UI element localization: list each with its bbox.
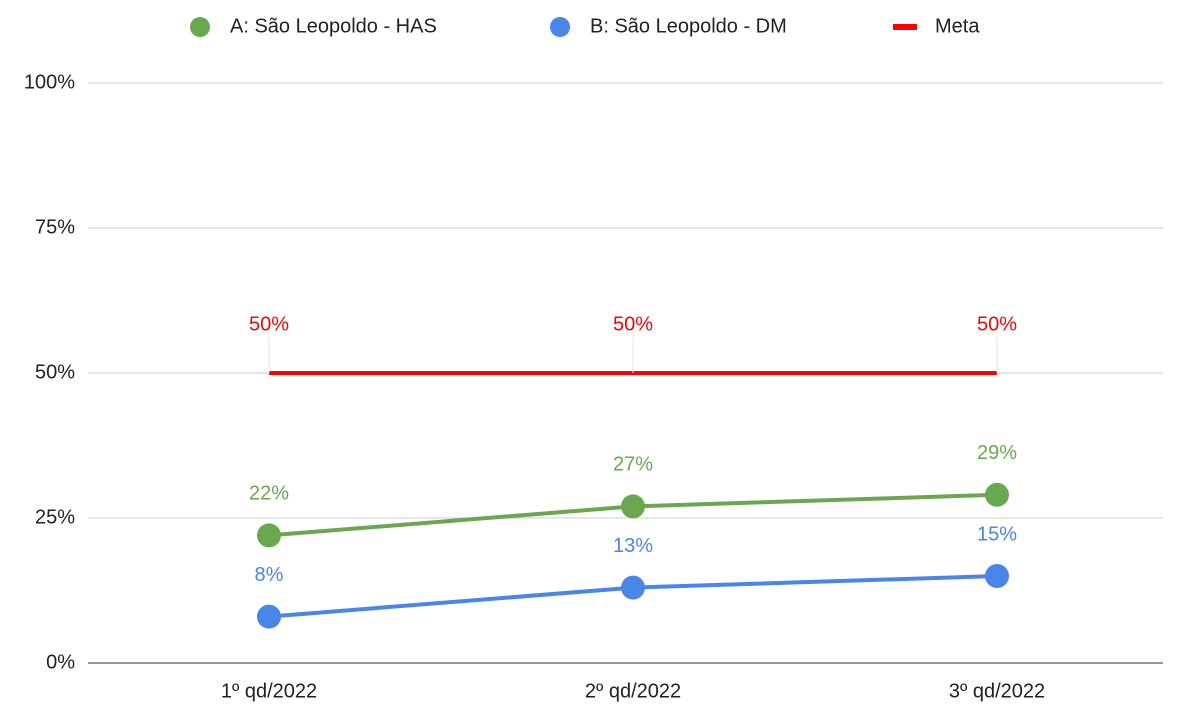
- y-tick-label: 75%: [35, 216, 75, 238]
- point: [985, 482, 1009, 507]
- data-label: 13%: [613, 535, 653, 557]
- legend-swatch: [190, 17, 210, 37]
- y-tick-label: 50%: [35, 361, 75, 383]
- legend-swatch: [550, 17, 570, 37]
- data-label: 27%: [613, 454, 653, 476]
- point: [257, 523, 281, 548]
- x-tick-label: 3º qd/2022: [949, 680, 1045, 702]
- y-tick-label: 100%: [24, 71, 75, 93]
- data-label: 15%: [977, 523, 1017, 545]
- y-tick-label: 25%: [35, 506, 75, 528]
- data-label: 22%: [249, 483, 289, 505]
- data-label: 50%: [249, 313, 289, 335]
- data-label: 8%: [255, 564, 284, 586]
- point: [257, 604, 281, 629]
- x-tick-label: 1º qd/2022: [221, 680, 317, 702]
- legend-label: A: São Leopoldo - HAS: [230, 15, 437, 37]
- point: [621, 494, 645, 519]
- point: [621, 575, 645, 600]
- legend-swatch: [893, 24, 917, 30]
- data-label: 29%: [977, 442, 1017, 464]
- point: [985, 564, 1009, 588]
- legend-label: B: São Leopoldo - DM: [590, 15, 787, 37]
- x-tick-label: 2º qd/2022: [585, 680, 681, 702]
- y-tick-label: 0%: [46, 651, 75, 673]
- legend-label: Meta: [935, 15, 980, 37]
- data-label: 50%: [977, 313, 1017, 335]
- data-label: 50%: [613, 313, 653, 335]
